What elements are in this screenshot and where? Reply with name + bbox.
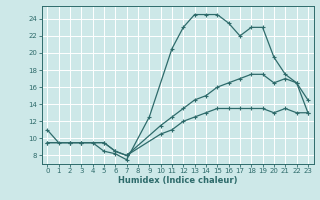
X-axis label: Humidex (Indice chaleur): Humidex (Indice chaleur) — [118, 176, 237, 185]
